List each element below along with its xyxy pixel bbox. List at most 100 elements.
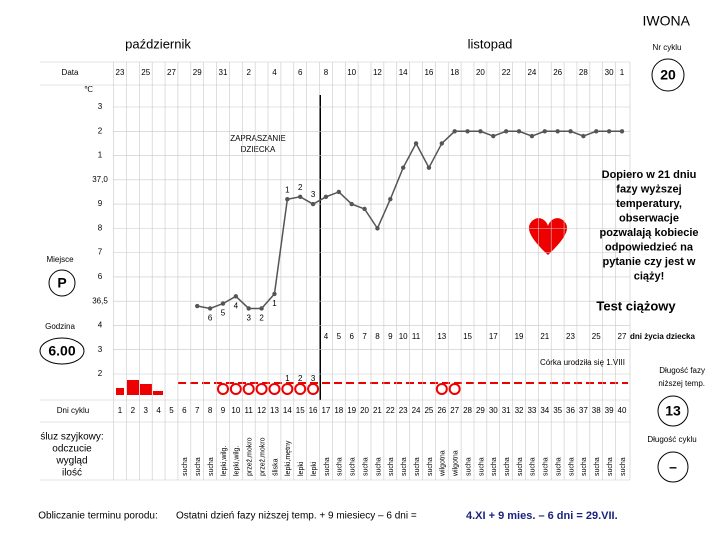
temperature-point [516,129,522,134]
cycle-day: 29 [476,406,485,415]
cycle-day: 31 [502,406,511,415]
mucus: sucha [555,457,562,476]
child-day: 25 [592,332,601,341]
child-day: 10 [399,332,408,341]
mucus: sucha [414,457,421,476]
temperature-point [594,129,599,134]
mucus: lepki,mętny [285,440,292,476]
cycle-len-label: Długość cyklu [647,435,696,444]
mucus: sucha [182,457,189,476]
cycle-day: 19 [347,406,356,415]
mucus: sucha [620,457,627,476]
mucus-label: śluz szyjkowy: [40,432,103,443]
child-day: 8 [375,332,380,341]
low-phase-label: Długość fazy [659,366,705,375]
cycle-day: 15 [296,406,305,415]
cycle-day: 22 [386,406,395,415]
temperature-point [426,165,432,170]
place-circle [48,269,76,297]
low-phase-label: niższej temp. [658,379,705,388]
place-value: P [57,275,66,291]
born: Córka urodziła się 1.VIII [540,358,625,367]
mucus-circle [435,383,448,395]
hour-label: Godzina [45,322,75,331]
note-line: odpowiedzieć na [605,241,694,253]
child-day: 21 [540,332,549,341]
cycle-no: 20 [660,67,676,83]
note-line: obserwacje [619,212,679,224]
mucus: sucha [401,457,408,476]
mucus: lepki,wilg. [221,446,228,476]
y-tick-label: 3 [98,345,103,354]
cycle-day: 11 [245,406,254,415]
low-label: 5 [221,309,226,318]
mucus-circle [255,383,268,395]
cycle-day: 26 [437,406,446,415]
cycle-day: 6 [182,406,187,415]
mucus: sucha [491,457,498,476]
date-label: 30 [605,68,614,77]
cycle-day: 23 [399,406,408,415]
temperature-point [400,165,406,170]
temperature-point [285,197,290,202]
child-day: 19 [515,332,524,341]
date-label: Data [62,68,79,77]
y-tick-label: 1 [98,151,103,160]
y-tick-label: 9 [98,199,103,208]
unit: ℃ [84,85,93,94]
month: listopad [468,36,513,51]
mucus: sucha [337,457,344,476]
cycle-day: 16 [309,406,318,415]
cycle-len-value: – [669,459,677,475]
cycle-day: 5 [169,406,174,415]
temperature-point [362,206,367,212]
hour-value: 6.00 [48,343,75,359]
child-day: 15 [463,332,472,341]
test: Test ciążowy [596,298,676,313]
cycle-no-label: Nr cyklu [653,43,682,52]
bleeding [153,391,163,395]
child-suffix: dni życia dziecka [630,332,695,341]
cycle-day: 37 [579,406,588,415]
date-label: 28 [579,68,588,77]
mucus: sucha [465,457,472,476]
temperature-point [336,189,342,195]
low-label: 6 [208,314,213,323]
cycle-day: 25 [424,406,433,415]
mucus: sucha [478,457,485,476]
temperature-point [465,129,470,134]
high-label: 1 [285,185,290,194]
cycle-day: 9 [221,406,226,415]
mucus: sucha [388,457,395,476]
temperature-point [542,129,547,134]
mucus-circle [448,383,461,395]
high-label: 2 [298,183,303,192]
temperature-point [388,197,393,202]
child-day: 7 [362,332,367,341]
date-label: 29 [193,68,202,77]
mucus: sucha [607,457,614,476]
cycle-days-label: Dni cyklu [57,406,89,415]
cycle-day: 14 [283,406,292,415]
mucus: sucha [543,457,550,476]
cycle-day: 7 [195,406,200,415]
temperature-point [581,133,586,139]
cycle-day: 40 [618,406,627,415]
note-line: Dopiero w 21 dniu [602,169,697,181]
invite: DZIECKA [241,145,276,154]
y-tick-label: 36,5 [92,296,108,305]
low-phase-value: 13 [665,403,681,419]
cycle-day: 20 [360,406,369,415]
temperature-point [233,294,239,299]
date-label: 24 [527,68,536,77]
cycle-day: 1 [118,406,123,415]
due-rule: Ostatni dzień fazy niższej temp. + 9 mie… [176,511,417,522]
invite: ZAPRASZANIE [230,134,286,143]
temperature-point [310,201,316,207]
due-result: 4.XI + 9 mies. – 6 dni = 29.VII. [466,510,618,522]
month: październik [125,36,191,51]
date-label: 1 [620,68,625,77]
child-day: 6 [349,332,354,341]
place-label: Miejsce [46,255,74,264]
child-day: 11 [412,332,421,341]
